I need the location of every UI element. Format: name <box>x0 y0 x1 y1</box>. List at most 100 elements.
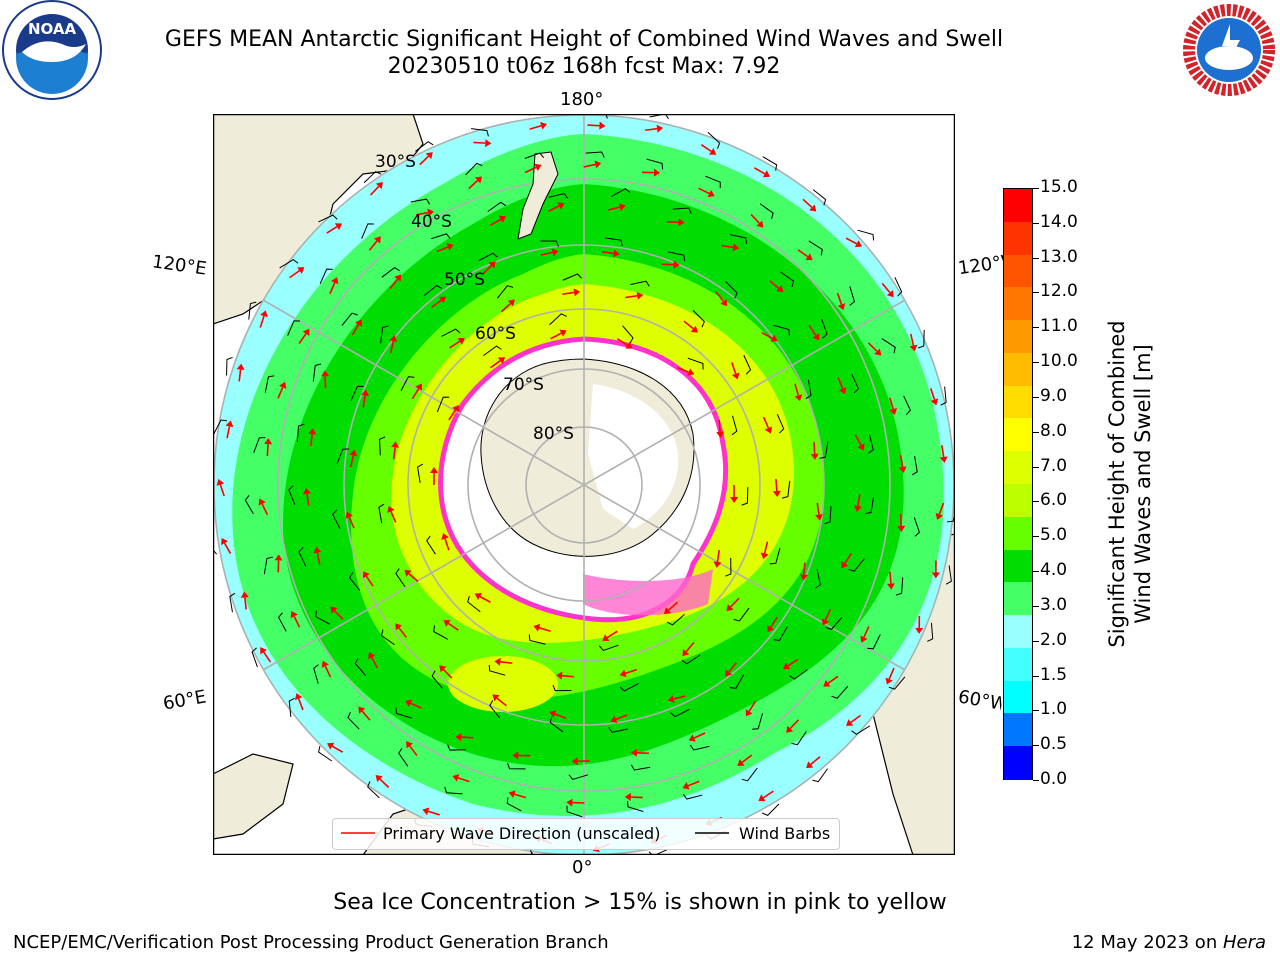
wind-barb <box>467 595 481 613</box>
wave-direction-arrowhead <box>415 383 423 391</box>
footer-credit: NCEP/EMC/Verification Post Processing Pr… <box>13 932 609 953</box>
wave-direction-arrow <box>562 291 575 296</box>
wave-direction-arrow <box>361 710 371 721</box>
wind-barb <box>395 707 412 719</box>
wave-direction-arrow <box>316 552 321 565</box>
wave-direction-arrow <box>447 622 459 631</box>
colorbar-tick-label: 0.0 <box>1040 769 1068 789</box>
wave-direction-arrow <box>331 745 344 753</box>
wind-barb <box>812 768 828 783</box>
wind-barb <box>670 708 690 718</box>
wave-direction-arrow <box>479 595 491 603</box>
wind-barb <box>253 437 266 453</box>
wind-barb <box>773 626 788 642</box>
wave-direction-arrowhead <box>349 449 358 457</box>
colorbar-tickmark <box>1033 222 1039 224</box>
wind-barb <box>433 625 448 640</box>
colorbar-tick-label: 9.0 <box>1040 385 1068 406</box>
wave-direction-arrowhead <box>534 163 542 172</box>
lat-label-70s: 70°S <box>503 375 544 395</box>
wave-direction-arrowhead <box>258 498 266 506</box>
wave-direction-arrowhead <box>260 647 267 655</box>
wave-direction-arrowhead <box>429 467 438 474</box>
noaa-logo: NOAA <box>2 0 102 100</box>
wave-direction-arrow <box>408 573 419 583</box>
colorbar-tickmark <box>1033 501 1039 503</box>
wave-direction-arrowhead <box>497 357 506 364</box>
wave-direction-arrowhead <box>756 220 764 228</box>
polar-map-canvas <box>213 114 955 855</box>
wave-direction-arrowhead <box>897 525 906 532</box>
colorbar-tick-label: 2.0 <box>1040 629 1068 650</box>
wind-barb <box>431 233 451 240</box>
wind-barb <box>689 744 710 751</box>
wave-direction-arrow <box>850 714 862 724</box>
plot-title: GEFS MEAN Antarctic Significant Height o… <box>164 27 1004 52</box>
wave-direction-arrowhead <box>302 328 310 336</box>
colorbar-tickmark <box>1033 396 1039 398</box>
wind-barb <box>248 301 257 320</box>
wave-direction-arrowhead <box>854 240 862 248</box>
wave-direction-arrow <box>379 778 390 788</box>
wind-barb <box>287 320 300 336</box>
wave-direction-arrowhead <box>334 223 343 231</box>
wave-direction-arrowhead <box>405 699 413 707</box>
wave-direction-arrow <box>731 362 737 375</box>
wind-barb <box>530 849 533 855</box>
wind-barb <box>849 286 856 306</box>
lon-label-120w: 120°W <box>956 251 1008 280</box>
colorbar-tickmark <box>1033 257 1039 259</box>
lon-label-120e: 120°E <box>150 251 208 280</box>
wave-direction-arrow <box>716 549 720 563</box>
wave-direction-arrow <box>365 575 374 587</box>
wave-direction-arrow <box>816 502 820 515</box>
wave-direction-arrowhead <box>707 189 715 198</box>
wind-barb <box>566 805 583 818</box>
wave-direction-arrowhead <box>812 333 820 341</box>
wave-direction-arrow <box>262 651 272 663</box>
wind-barb <box>410 198 431 205</box>
wave-direction-arrow <box>802 198 813 209</box>
wind-barb <box>630 280 650 287</box>
wave-direction-arrow <box>540 251 553 256</box>
wave-direction-arrowhead <box>782 662 791 670</box>
wave-direction-arrowhead <box>794 394 803 402</box>
wave-direction-arrow <box>562 674 575 678</box>
colorbar-tickmark <box>1033 710 1039 712</box>
wind-barb <box>244 495 254 515</box>
wave-direction-arrowhead <box>425 152 433 160</box>
wave-direction-arrowhead <box>240 591 249 598</box>
wave-direction-arrowhead <box>294 693 303 701</box>
wind-barb <box>298 547 307 567</box>
wave-direction-arrowhead <box>885 677 893 685</box>
wind-barb <box>940 386 947 406</box>
wave-direction-arrowhead <box>559 329 567 337</box>
wave-direction-arrow <box>787 658 799 667</box>
wave-direction-arrow <box>442 668 453 679</box>
wave-direction-arrowhead <box>375 774 383 783</box>
wave-direction-arrow <box>329 282 336 294</box>
wind-barb <box>367 781 380 799</box>
wave-direction-arrow <box>333 610 344 620</box>
wave-direction-arrowhead <box>599 121 606 130</box>
wave-direction-arrowhead <box>221 537 229 546</box>
wave-direction-arrow <box>721 244 734 249</box>
colorbar-tick-label: 6.0 <box>1040 490 1068 511</box>
wave-direction-arrowhead <box>618 203 626 212</box>
wave-direction-arrow <box>309 434 314 447</box>
wave-direction-arrow <box>244 597 247 610</box>
wind-barb <box>649 114 669 120</box>
wave-direction-arrow <box>468 179 479 190</box>
wave-direction-arrow <box>416 211 429 216</box>
wind-barb <box>692 310 705 328</box>
colorbar-tick-label: 3.0 <box>1040 594 1068 615</box>
wave-direction-arrowhead <box>361 389 370 397</box>
wind-barb <box>263 556 273 575</box>
wind-barb <box>927 622 934 642</box>
wind-barb <box>707 131 721 149</box>
lat-label-50s: 50°S <box>444 270 485 290</box>
wave-direction-arrowhead <box>443 620 451 627</box>
wave-direction-arrow <box>888 667 895 680</box>
wave-direction-arrowhead <box>446 243 454 251</box>
colorbar-band <box>1004 549 1032 584</box>
